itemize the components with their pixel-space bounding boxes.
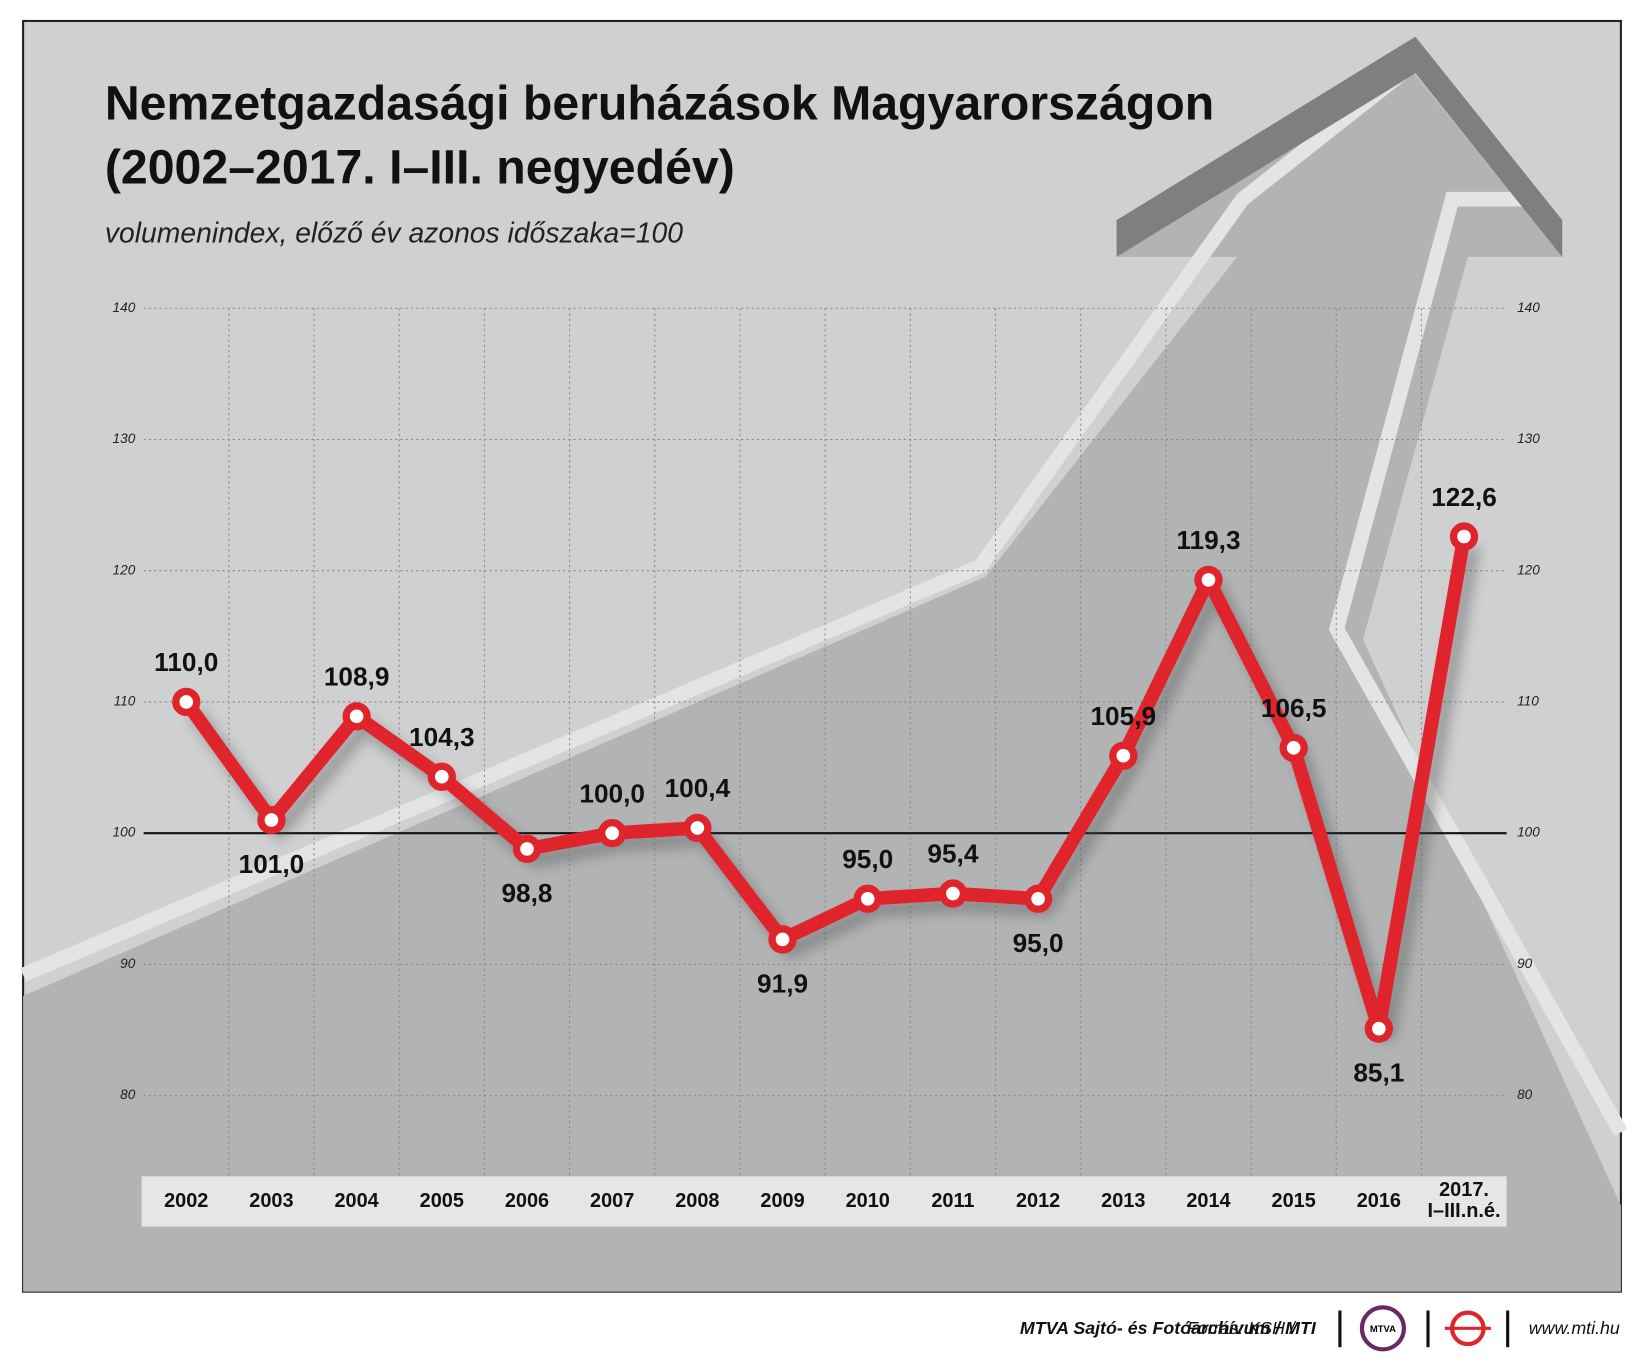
value-label: 91,9 [757, 968, 808, 998]
marker [1194, 565, 1223, 595]
y2-tick-label: 110 [1517, 694, 1539, 709]
x-tick-label: 2002 [164, 1190, 208, 1212]
marker [1449, 522, 1479, 551]
chart-subtitle: volumenindex, előző év azonos időszaka=1… [105, 216, 683, 248]
x-tick-label: 2014 [1186, 1190, 1230, 1212]
logo-mtva [1359, 1305, 1406, 1352]
marker [768, 925, 797, 954]
x-tick-label: 2006 [505, 1190, 549, 1212]
plot: 80 80 90 90 100 100 110 110 120 120 130 130 140 140 20… [113, 300, 1541, 1222]
value-label: 95,0 [1013, 928, 1064, 958]
y2-tick-label: 100 [1517, 825, 1540, 840]
y-tick-label: 140 [113, 300, 136, 315]
y2-tick-label: 120 [1517, 562, 1540, 577]
x-tick-label: 2010 [846, 1190, 890, 1212]
value-label: 101,0 [239, 849, 305, 879]
x-tick-label: 2004 [334, 1190, 378, 1212]
value-label: 104,3 [409, 722, 475, 752]
marker [172, 687, 201, 717]
marker [1279, 733, 1308, 763]
marker [1364, 1014, 1393, 1043]
value-label: 85,1 [1353, 1058, 1404, 1088]
value-label: 122,6 [1431, 482, 1497, 512]
marker [683, 813, 712, 843]
x-tick-label: 2008 [675, 1190, 719, 1212]
x-tick-label: 2015 [1272, 1190, 1316, 1212]
logo-text: MTVA [1370, 1323, 1396, 1334]
x-tick-label: 2007 [590, 1190, 634, 1212]
y-tick-label: 90 [120, 956, 136, 971]
source: Forrás: KSH / [1187, 1318, 1297, 1338]
value-label: 95,4 [927, 839, 978, 869]
arrow [23, 36, 1621, 1292]
y-tick-label: 110 [114, 694, 136, 709]
source-org: MTVA Sajtó- és Fotóarchívum / MTI [1020, 1318, 1317, 1338]
y-tick-label: 100 [113, 825, 136, 840]
value-label: 100,4 [665, 773, 731, 803]
y-tick-label: 130 [113, 431, 136, 446]
y2-tick-label: 140 [1517, 300, 1540, 315]
x-tick-label: 2012 [1016, 1190, 1060, 1212]
marker [427, 762, 456, 791]
category-strip [141, 1176, 1507, 1227]
y-tick-label: 120 [113, 562, 136, 577]
series-line [180, 535, 1471, 1036]
value-label: 95,0 [842, 844, 893, 874]
y2-tick-label: 80 [1517, 1087, 1533, 1102]
marker [853, 884, 882, 913]
x-tick-label: 2003 [249, 1190, 293, 1212]
x-tick-label: 2013 [1101, 1190, 1145, 1212]
x-tick-label: 2016 [1357, 1190, 1401, 1212]
marker [938, 879, 968, 908]
website: www.mti.hu [1529, 1318, 1620, 1338]
arrow-head-shade [1116, 36, 1563, 257]
value-label: 100,0 [579, 778, 645, 808]
x-tick-label: 2009 [760, 1190, 804, 1212]
value-label: 119,3 [1176, 525, 1240, 555]
value-label: 106,5 [1261, 693, 1327, 723]
chart-title: Nemzetgazdasági beruházások Magyarország… [105, 77, 1214, 131]
chart-title-line2: (2002–2017. I–III. negyedév) [105, 141, 735, 195]
marker [598, 818, 627, 848]
x-tick-label: 2011 [931, 1190, 974, 1212]
x-tick-label: 2005 [420, 1190, 464, 1212]
value-label: 108,9 [324, 662, 390, 692]
marker [342, 702, 371, 731]
x-tick-label: 2017. I–III.n.é. [1428, 1179, 1501, 1222]
y-tick-label: 80 [120, 1087, 136, 1102]
value-label: 98,8 [501, 878, 552, 908]
marker [1109, 741, 1138, 770]
value-label: 105,9 [1091, 701, 1157, 731]
y2-tick-label: 90 [1517, 956, 1533, 971]
value-label: 110,0 [154, 647, 218, 677]
marker [257, 805, 286, 835]
y2-tick-label: 130 [1517, 431, 1540, 446]
marker [1023, 884, 1053, 913]
marker [512, 834, 542, 864]
